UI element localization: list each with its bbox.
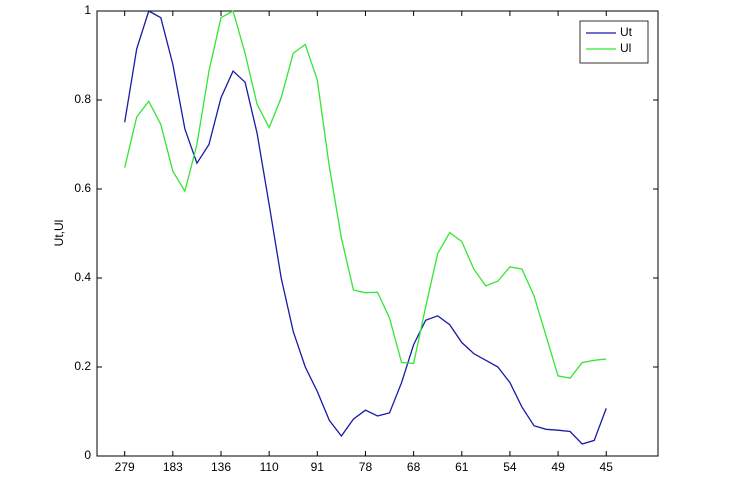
line-series — [124, 10, 607, 445]
y-tick-label: 0.4 — [74, 270, 91, 284]
x-tick-label: 110 — [260, 460, 279, 474]
x-tick-label: 68 — [407, 460, 421, 474]
line-series — [124, 10, 607, 379]
x-tick-label: 61 — [455, 460, 469, 474]
x-tick-label: 183 — [163, 460, 183, 474]
y-tick-label: 0.2 — [74, 359, 91, 373]
x-tick-label: 91 — [311, 460, 325, 474]
y-tick-label: 1 — [84, 3, 91, 17]
y-tick-label: 0.8 — [74, 92, 91, 106]
y-axis-label: Ut,Ul — [52, 220, 66, 247]
y-tick-label: 0.6 — [74, 181, 91, 195]
plot-frame — [96, 10, 659, 457]
legend-label: Ut — [620, 25, 633, 39]
legend-box — [579, 20, 649, 64]
legend-label: Ul — [620, 41, 631, 55]
x-tick-label: 78 — [359, 460, 373, 474]
x-tick-label: 54 — [503, 460, 517, 474]
y-tick-label: 0 — [84, 448, 91, 462]
x-tick-label: 136 — [211, 460, 231, 474]
x-tick-label: 45 — [600, 460, 614, 474]
x-tick-label: 279 — [115, 460, 135, 474]
x-tick-label: 49 — [551, 460, 565, 474]
